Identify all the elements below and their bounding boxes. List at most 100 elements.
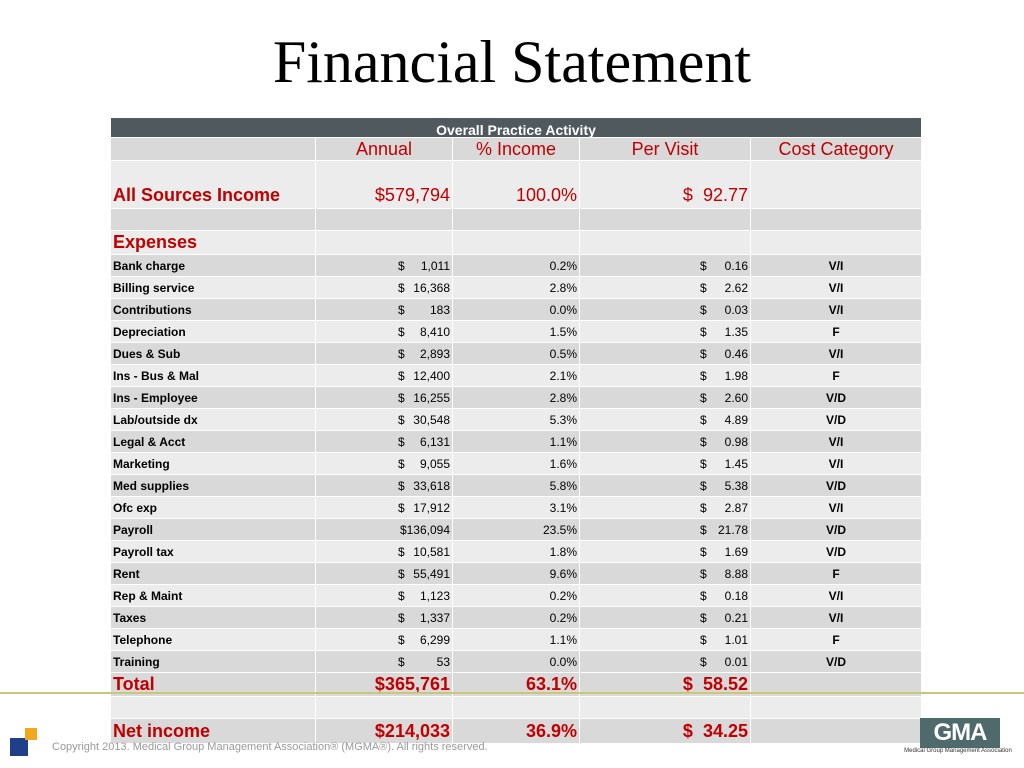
row-pct-income: 1.6% bbox=[452, 452, 580, 475]
row-annual-wrap: $6,299 bbox=[318, 633, 450, 647]
row-cost-category: V/I bbox=[749, 452, 923, 475]
spacer-row bbox=[110, 696, 923, 719]
income-cat bbox=[749, 160, 923, 209]
row-annual-symbol bbox=[318, 523, 398, 537]
expenses-header-row: Expenses bbox=[110, 230, 923, 255]
row-annual-wrap: $6,131 bbox=[318, 435, 450, 449]
table-row: Contributions $183 0.0% $0.03 V/I bbox=[110, 298, 923, 321]
row-per-visit-wrap: $0.98 bbox=[582, 435, 748, 449]
row-cost-category: V/I bbox=[749, 606, 923, 629]
table-row: Rent $55,491 9.6% $8.88 F bbox=[110, 562, 923, 585]
row-annual-symbol: $ bbox=[398, 368, 405, 383]
row-label: Rep & Maint bbox=[110, 584, 316, 607]
row-annual-value: 6,299 bbox=[419, 632, 450, 647]
row-per-visit: $0.16 bbox=[579, 254, 751, 277]
row-cost-category: V/D bbox=[749, 386, 923, 409]
row-per-visit: $0.21 bbox=[579, 606, 751, 629]
row-per-visit: $1.98 bbox=[579, 364, 751, 387]
row-cost-category: V/I bbox=[749, 584, 923, 607]
income-label: All Sources Income bbox=[110, 160, 316, 209]
row-annual-symbol: $ bbox=[398, 500, 405, 515]
income-pv-symbol: $ bbox=[682, 185, 693, 205]
row-annual-symbol: $ bbox=[398, 280, 405, 295]
net-income-row-pv-value: 34.25 bbox=[702, 720, 748, 741]
income-per-visit: $ 92.77 bbox=[579, 160, 751, 209]
row-annual-symbol: $ bbox=[398, 654, 405, 669]
row-cost-category: V/I bbox=[749, 342, 923, 365]
total-row-pv-symbol: $ bbox=[682, 674, 693, 694]
row-per-visit-wrap: $0.16 bbox=[582, 259, 748, 273]
row-pv-symbol: $ bbox=[700, 610, 707, 625]
row-per-visit: $0.18 bbox=[579, 584, 751, 607]
mgma-logo: GMA bbox=[920, 718, 1000, 748]
row-per-visit: $0.01 bbox=[579, 650, 751, 673]
row-pct-income: 9.6% bbox=[452, 562, 580, 585]
row-pv-value: 2.62 bbox=[724, 280, 748, 295]
table-row: Rep & Maint $1,123 0.2% $0.18 V/I bbox=[110, 584, 923, 607]
row-annual: $1,123 bbox=[315, 584, 453, 607]
row-per-visit: $2.60 bbox=[579, 386, 751, 409]
header-annual: Annual bbox=[315, 137, 453, 161]
row-pv-value: 0.01 bbox=[724, 654, 748, 669]
row-pv-value: 1.35 bbox=[724, 324, 748, 339]
row-per-visit-wrap: $1.45 bbox=[582, 457, 748, 471]
row-pv-value: 0.21 bbox=[724, 610, 748, 625]
row-annual: $1,011 bbox=[315, 254, 453, 277]
row-pct-income: 0.0% bbox=[452, 298, 580, 321]
row-pv-value: 4.89 bbox=[724, 412, 748, 427]
financial-table: Overall Practice Activity Annual % Incom… bbox=[109, 117, 923, 744]
row-label: Med supplies bbox=[110, 474, 316, 497]
row-annual: $17,912 bbox=[315, 496, 453, 519]
row-pct-income: 1.5% bbox=[452, 320, 580, 343]
row-label: Ins - Employee bbox=[110, 386, 316, 409]
row-pct-income: 5.8% bbox=[452, 474, 580, 497]
row-annual-symbol: $ bbox=[398, 434, 405, 449]
row-pv-symbol: $ bbox=[700, 390, 707, 405]
row-per-visit-wrap: $2.87 bbox=[582, 501, 748, 515]
row-pv-symbol: $ bbox=[700, 412, 707, 427]
row-annual-wrap: $136,094 bbox=[318, 523, 450, 537]
table-row: Depreciation $8,410 1.5% $1.35 F bbox=[110, 320, 923, 343]
row-pv-symbol: $ bbox=[700, 434, 707, 449]
row-pct-income: 2.1% bbox=[452, 364, 580, 387]
row-pct-income: 1.1% bbox=[452, 430, 580, 453]
row-label: Taxes bbox=[110, 606, 316, 629]
net-income-row-cat bbox=[749, 718, 923, 744]
row-per-visit: $2.87 bbox=[579, 496, 751, 519]
row-annual-wrap: $10,581 bbox=[318, 545, 450, 559]
row-label: Telephone bbox=[110, 628, 316, 651]
net-income-row-pv-symbol: $ bbox=[682, 720, 693, 741]
row-pct-income: 0.2% bbox=[452, 584, 580, 607]
income-pct: 100.0% bbox=[452, 160, 580, 209]
row-annual: $16,368 bbox=[315, 276, 453, 299]
row-cost-category: F bbox=[749, 320, 923, 343]
row-label: Marketing bbox=[110, 452, 316, 475]
table-row: Legal & Acct $6,131 1.1% $0.98 V/I bbox=[110, 430, 923, 453]
row-cost-category: V/D bbox=[749, 650, 923, 673]
row-per-visit: $0.98 bbox=[579, 430, 751, 453]
net-income-row-label: Net income bbox=[110, 718, 316, 744]
row-annual: $53 bbox=[315, 650, 453, 673]
row-label: Bank charge bbox=[110, 254, 316, 277]
income-row: All Sources Income $579,794 100.0% $ 92.… bbox=[110, 160, 923, 209]
row-label: Dues & Sub bbox=[110, 342, 316, 365]
row-pv-symbol: $ bbox=[700, 544, 707, 559]
row-label: Payroll tax bbox=[110, 540, 316, 563]
row-annual-value: 17,912 bbox=[413, 500, 450, 515]
row-annual-wrap: $8,410 bbox=[318, 325, 450, 339]
row-cost-category: V/D bbox=[749, 408, 923, 431]
row-per-visit-wrap: $1.35 bbox=[582, 325, 748, 339]
row-per-visit-wrap: $0.18 bbox=[582, 589, 748, 603]
row-annual: $8,410 bbox=[315, 320, 453, 343]
copyright-footer: Copyright 2013. Medical Group Management… bbox=[52, 741, 488, 753]
row-pv-symbol: $ bbox=[700, 456, 707, 471]
row-pct-income: 1.1% bbox=[452, 628, 580, 651]
header-per-visit: Per Visit bbox=[579, 137, 751, 161]
table-row: Payroll tax $10,581 1.8% $1.69 V/D bbox=[110, 540, 923, 563]
row-annual-wrap: $30,548 bbox=[318, 413, 450, 427]
total-row-pv-value: 58.52 bbox=[702, 674, 748, 694]
square-logo-icon bbox=[10, 728, 37, 756]
table-row: Marketing $9,055 1.6% $1.45 V/I bbox=[110, 452, 923, 475]
table-row: Payroll $136,094 23.5% $21.78 V/D bbox=[110, 518, 923, 541]
row-annual-value: 53 bbox=[436, 654, 450, 669]
